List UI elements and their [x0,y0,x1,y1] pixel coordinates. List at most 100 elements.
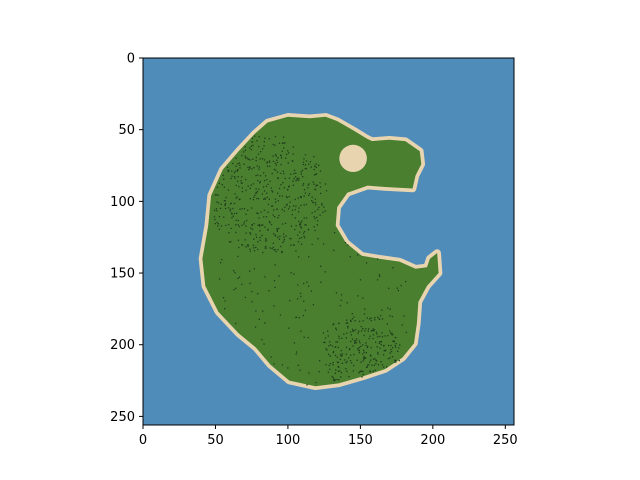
tree-dot [279,235,281,237]
tree-dot [269,222,271,224]
tree-dot [383,354,385,356]
tree-dot [303,204,305,206]
tree-dot [237,180,239,182]
tree-dot [295,316,297,319]
tree-dot [300,196,302,199]
tree-dot [298,179,300,181]
tree-dot [302,183,305,185]
tree-dot [277,178,279,180]
tree-dot [228,207,230,209]
tree-dot [285,195,288,198]
tree-dot [345,361,347,364]
tree-dot [292,184,295,186]
tree-dot [369,318,371,320]
tree-dot [293,178,295,180]
tree-dot [281,364,284,366]
tree-dot [268,198,270,200]
tree-dot [376,258,379,260]
tree-dot [383,344,385,347]
tree-dot [350,340,352,343]
axes-frame [142,57,515,426]
tree-dot [263,159,266,161]
tree-dot [263,216,265,218]
tree-dot [302,176,304,178]
tree-dot [258,224,261,226]
tree-dot [271,205,273,207]
tree-dot [237,224,239,226]
tree-dot [254,326,257,328]
tree-dot [375,360,378,362]
tree-dot [310,166,312,168]
tree-dot [305,203,308,206]
tree-dot [293,172,295,175]
tree-dot [372,330,374,332]
tree-dot [362,373,364,376]
tree-dot [372,337,374,340]
tree-dot [274,135,277,138]
x-tick-label: 250 [493,433,518,448]
tree-dot [216,221,218,224]
tree-dot [312,181,314,183]
tree-dot [368,328,370,330]
tree-dot [250,184,252,186]
tree-dot [360,330,363,332]
tree-dot [298,256,300,258]
tree-dot [308,183,310,185]
tree-dot [332,377,334,379]
tree-dot [313,226,315,228]
tree-dot [247,185,249,187]
tree-dot [236,212,238,214]
tree-dot [245,178,247,181]
tree-dot [257,153,260,155]
tree-dot [288,185,290,187]
tree-dot [388,344,390,347]
tree-dot [275,250,277,253]
tree-dot [348,357,350,359]
tree-dot [359,320,361,322]
tree-dot [351,318,354,320]
tree-dot [341,353,343,355]
tree-dot [283,147,285,149]
tree-dot [228,169,230,172]
tree-dot [369,354,372,356]
tree-dot [274,162,276,164]
tree-dot [232,207,234,210]
tree-dot [369,335,371,337]
tree-dot [358,346,360,349]
tree-dot [321,204,323,206]
tree-dot [358,340,360,342]
tree-dot [273,249,275,251]
tree-dot [273,363,275,365]
tree-dot [301,169,304,171]
tree-dot [232,162,234,165]
tree-dot [259,175,262,177]
tree-dot [247,158,249,160]
tree-dot [380,340,383,343]
tree-dot [256,165,258,167]
tree-dot [298,220,300,223]
tree-dot [344,242,347,244]
tree-dot [291,160,293,162]
tree-dot [283,233,285,235]
tree-dot [277,236,279,238]
tree-dot [384,350,386,352]
tree-dot [368,337,370,340]
tree-dot [294,176,297,178]
tree-dot [395,361,397,363]
tree-dot [268,138,270,140]
tree-dot [219,262,222,264]
tree-dot [265,239,268,241]
tree-dot [327,335,329,337]
tree-dot [256,212,258,214]
tree-dot [255,310,257,312]
tree-dot [363,357,366,359]
tree-dot [250,149,253,151]
tree-dot [284,206,286,208]
tree-dot [335,329,338,331]
tree-dot [253,196,255,198]
tree-dot [251,301,253,303]
tree-dot [253,250,256,252]
tree-dot [258,188,260,190]
tree-dot [314,198,316,200]
tree-dot [307,187,309,189]
